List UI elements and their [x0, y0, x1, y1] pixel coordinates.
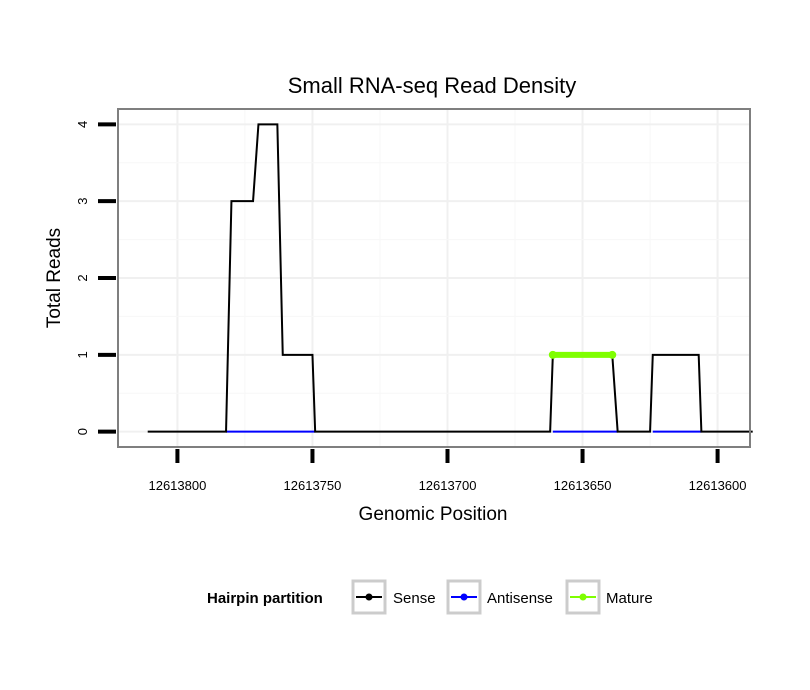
y-tick-label: 3: [75, 198, 90, 205]
legend-item-antisense: Antisense: [446, 579, 553, 615]
x-tick-label: 12613700: [419, 478, 477, 493]
y-tick-label: 1: [75, 351, 90, 358]
series-mature-point: [548, 350, 557, 359]
legend-point-antisense: [460, 593, 468, 601]
legend-point-mature: [579, 593, 587, 601]
x-axis-title: Genomic Position: [359, 504, 508, 525]
legend-label-antisense: Antisense: [487, 590, 553, 607]
x-tick-label: 12613750: [284, 478, 342, 493]
x-axis-ticks: 12613800 12613750 12613700 12613650 12613600: [148, 449, 747, 493]
legend-label-sense: Sense: [393, 590, 436, 607]
legend-item-sense: Sense: [351, 579, 436, 615]
y-tick-label: 4: [75, 121, 90, 128]
series-layer: [147, 123, 753, 433]
legend: Hairpin partition Sense Antisense Mature: [207, 579, 653, 615]
legend-title: Hairpin partition: [207, 590, 323, 607]
x-tick-label: 12613650: [554, 478, 612, 493]
y-tick-label: 0: [75, 428, 90, 435]
legend-point-sense: [365, 593, 373, 601]
series-mature-point: [608, 350, 617, 359]
chart-title: Small RNA-seq Read Density: [288, 73, 577, 98]
plot-panel: [117, 108, 753, 448]
series-sense-line: [147, 123, 753, 433]
y-axis-ticks: 0 1 2 3 4: [75, 121, 116, 435]
y-axis-title: Total Reads: [44, 228, 65, 328]
x-tick-label: 12613800: [148, 478, 206, 493]
plot-border: [117, 108, 751, 448]
x-tick-label: 12613600: [689, 478, 747, 493]
legend-label-mature: Mature: [606, 590, 653, 607]
y-tick-label: 2: [75, 274, 90, 281]
legend-item-mature: Mature: [565, 579, 653, 615]
